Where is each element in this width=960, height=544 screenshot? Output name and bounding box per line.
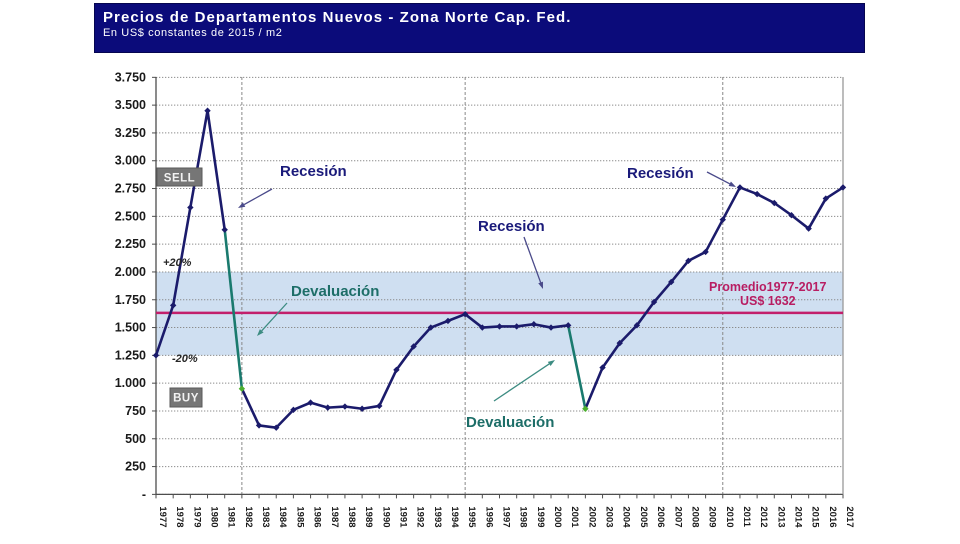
svg-text:SELL: SELL	[164, 173, 195, 185]
svg-text:1.250: 1.250	[115, 348, 146, 362]
svg-text:+20%: +20%	[163, 257, 192, 269]
svg-text:2.500: 2.500	[115, 209, 146, 223]
svg-text:1997: 1997	[501, 506, 512, 527]
svg-text:1988: 1988	[346, 506, 357, 527]
svg-text:2001: 2001	[569, 506, 580, 528]
svg-text:1984: 1984	[277, 506, 288, 528]
svg-text:1981: 1981	[226, 506, 237, 528]
svg-text:-: -	[142, 487, 146, 501]
svg-text:Devaluación: Devaluación	[291, 283, 379, 300]
svg-text:2.750: 2.750	[115, 182, 146, 196]
svg-text:2010: 2010	[724, 506, 735, 527]
svg-text:2013: 2013	[775, 506, 786, 527]
svg-text:Recesión: Recesión	[478, 218, 545, 235]
svg-text:1987: 1987	[329, 506, 340, 527]
svg-text:BUY: BUY	[173, 393, 199, 405]
svg-text:250: 250	[125, 460, 146, 474]
svg-text:1995: 1995	[466, 506, 477, 528]
svg-text:2007: 2007	[672, 506, 683, 527]
svg-text:2017: 2017	[844, 506, 855, 527]
svg-text:3.750: 3.750	[115, 70, 146, 84]
svg-text:3.250: 3.250	[115, 126, 146, 140]
svg-text:2012: 2012	[758, 506, 769, 527]
svg-text:2006: 2006	[655, 506, 666, 527]
svg-text:1992: 1992	[415, 506, 426, 527]
svg-text:Recesión: Recesión	[280, 163, 347, 180]
svg-text:1978: 1978	[174, 506, 185, 527]
svg-text:Promedio1977-2017: Promedio1977-2017	[709, 280, 826, 294]
svg-text:1991: 1991	[397, 506, 408, 528]
svg-text:1989: 1989	[363, 506, 374, 527]
svg-text:2016: 2016	[827, 506, 838, 527]
svg-text:1990: 1990	[380, 506, 391, 527]
svg-text:US$ 1632: US$ 1632	[740, 294, 796, 308]
svg-text:1983: 1983	[260, 506, 271, 527]
svg-text:2008: 2008	[689, 506, 700, 527]
svg-text:500: 500	[125, 432, 146, 446]
svg-text:2002: 2002	[586, 506, 597, 527]
svg-text:1999: 1999	[535, 506, 546, 527]
svg-text:1.000: 1.000	[115, 376, 146, 390]
svg-text:3.500: 3.500	[115, 98, 146, 112]
svg-text:2000: 2000	[552, 506, 563, 527]
svg-text:1982: 1982	[243, 506, 254, 527]
svg-text:2.250: 2.250	[115, 237, 146, 251]
svg-text:1.500: 1.500	[115, 321, 146, 335]
svg-text:1996: 1996	[483, 506, 494, 527]
svg-text:2011: 2011	[741, 506, 752, 527]
svg-text:2015: 2015	[810, 506, 821, 528]
svg-text:1.750: 1.750	[115, 293, 146, 307]
svg-text:750: 750	[125, 404, 146, 418]
svg-text:1977: 1977	[157, 506, 168, 527]
svg-text:Devaluación: Devaluación	[466, 414, 554, 431]
svg-text:1979: 1979	[191, 506, 202, 527]
svg-text:-20%: -20%	[172, 353, 198, 365]
svg-text:1980: 1980	[209, 506, 220, 527]
svg-text:2009: 2009	[707, 506, 718, 527]
svg-text:1986: 1986	[312, 506, 323, 527]
svg-text:2.000: 2.000	[115, 265, 146, 279]
svg-text:1994: 1994	[449, 506, 460, 528]
svg-text:2005: 2005	[638, 506, 649, 528]
svg-text:2014: 2014	[792, 506, 803, 528]
svg-text:2004: 2004	[621, 506, 632, 528]
svg-text:1985: 1985	[294, 506, 305, 528]
svg-text:1993: 1993	[432, 506, 443, 527]
svg-text:2003: 2003	[604, 506, 615, 527]
svg-text:Recesión: Recesión	[627, 165, 694, 182]
svg-text:3.000: 3.000	[115, 154, 146, 168]
svg-text:1998: 1998	[518, 506, 529, 527]
